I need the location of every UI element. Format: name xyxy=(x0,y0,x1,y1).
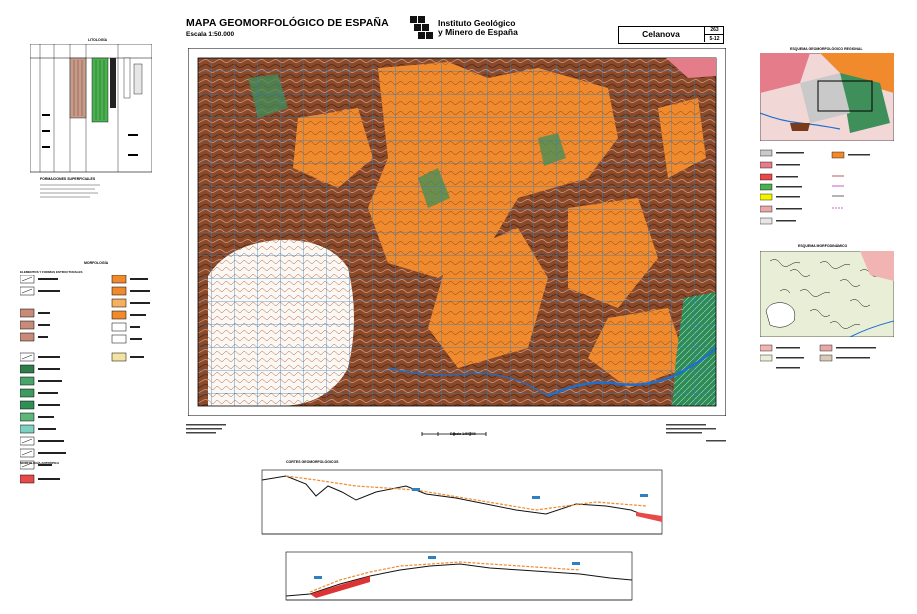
lithology-column xyxy=(30,44,152,173)
institute-line-1: Instituto Geológico xyxy=(438,18,516,28)
map-scale: Escala 1:50.000 xyxy=(186,31,235,38)
lithology-title: LITOLOGÍA xyxy=(88,38,107,42)
sheet-number: 263 5-12 xyxy=(704,26,724,42)
geomorphology-legend xyxy=(20,275,150,484)
institute-name: Instituto Geológico y Minero de España xyxy=(438,19,518,37)
igme-logo-icon xyxy=(410,16,433,39)
morphodynamic-map[interactable] xyxy=(760,251,894,337)
sheet-box xyxy=(618,26,724,44)
profile-2 xyxy=(285,551,633,601)
anthropic-title: MORFOLOGÍA ANTRÓPICA xyxy=(20,461,60,465)
sheet-name: Celanova xyxy=(642,29,680,39)
bottom-scale-label: Escala 1:50.000 xyxy=(450,432,476,436)
morphodynamic-title: ESQUEMA MORFODINÁMICO xyxy=(798,244,848,248)
regional-scheme-map[interactable] xyxy=(760,53,894,141)
structural-title: ELEMENTOS Y FORMAS ESTRUCTURALES xyxy=(20,270,83,274)
regional-scheme-title: ESQUEMA GEOMORFOLÓGICO REGIONAL xyxy=(790,47,863,51)
geomorphology-legend-title: MORFOLOGÍA xyxy=(84,261,109,265)
profile-1 xyxy=(261,469,663,535)
surface-formations-notes xyxy=(40,184,100,198)
surface-formations-title: FORMACIONES SUPERFICIALES xyxy=(40,177,96,181)
map-footer-notes xyxy=(186,424,726,442)
morphodynamic-legend xyxy=(760,344,876,369)
map-title: MAPA GEOMORFOLÓGICO DE ESPAÑA xyxy=(186,17,389,29)
institute-line-2: y Minero de España xyxy=(438,27,518,37)
sheet-number-top: 263 xyxy=(710,27,719,33)
profiles-title: CORTES GEOMORFOLÓGICOS xyxy=(286,460,339,464)
sheet-number-bottom: 5-12 xyxy=(705,34,724,43)
regional-legend xyxy=(760,149,870,225)
geomorphological-map[interactable] xyxy=(188,48,726,416)
